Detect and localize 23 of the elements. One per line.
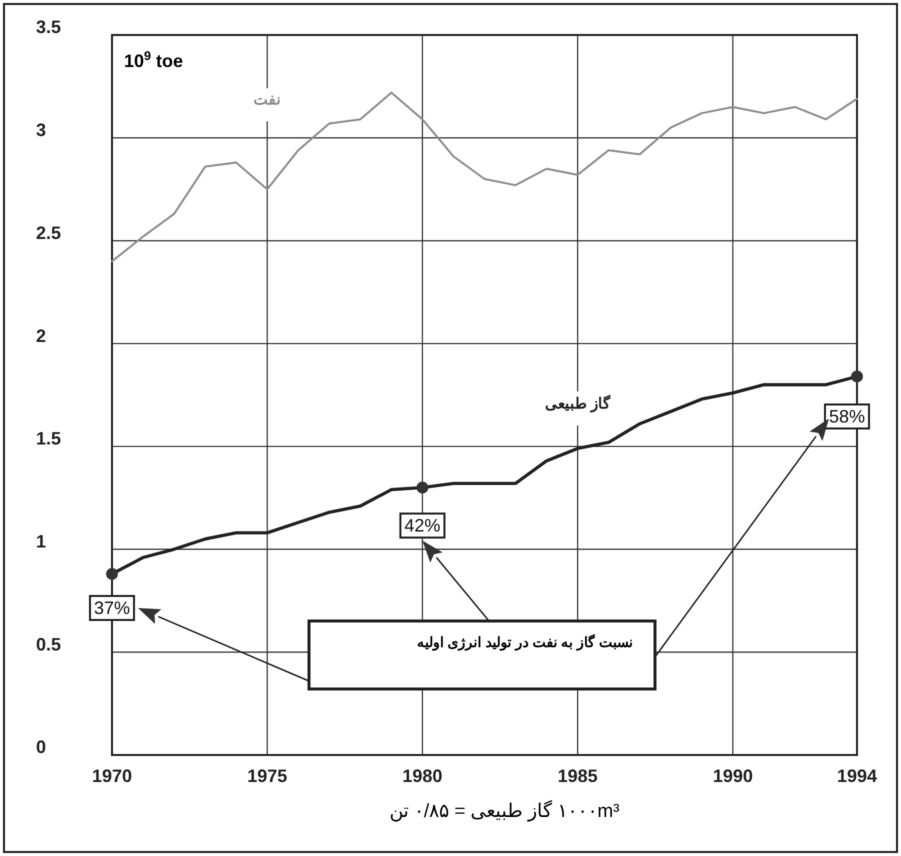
x-axis-title: ۱۰۰۰m³ گاز طبیعی = ۰/۸۵ تن — [390, 799, 620, 822]
x-tick-label: 1970 — [92, 766, 132, 786]
y-tick-label: 1.5 — [36, 428, 62, 449]
annotation: 58% — [828, 406, 866, 426]
y-tick-label: 3 — [36, 120, 46, 140]
x-tick-label: 1994 — [836, 766, 878, 786]
y-tick-label: 2.5 — [36, 222, 62, 243]
y-tick-label: 3.5 — [36, 17, 62, 38]
annotation: 37% — [94, 598, 130, 618]
x-tick-label: 1980 — [402, 766, 442, 786]
y-axis-title: 10$^{9}$ toe — [124, 49, 184, 71]
callout-box: نسبت گاز به نفت در تولید انرژی اولیه — [308, 620, 656, 690]
text: نفت — [254, 91, 281, 108]
y-tick-label: 0.5 — [36, 634, 62, 654]
series-label: گاز طبیعی — [545, 394, 612, 412]
y-tick-label: 1 — [36, 531, 46, 552]
y-tick-label: 0 — [36, 737, 46, 758]
annotation: 42% — [404, 516, 440, 536]
x-tick-label: 1985 — [558, 766, 598, 786]
annotation: نسبت گاز به نفت در تولید انرژی اولیه — [416, 634, 633, 651]
x-tick-label: 1990 — [712, 766, 753, 786]
y-tick-label: 2 — [36, 326, 46, 346]
x-tick-label: 1975 — [247, 766, 288, 786]
